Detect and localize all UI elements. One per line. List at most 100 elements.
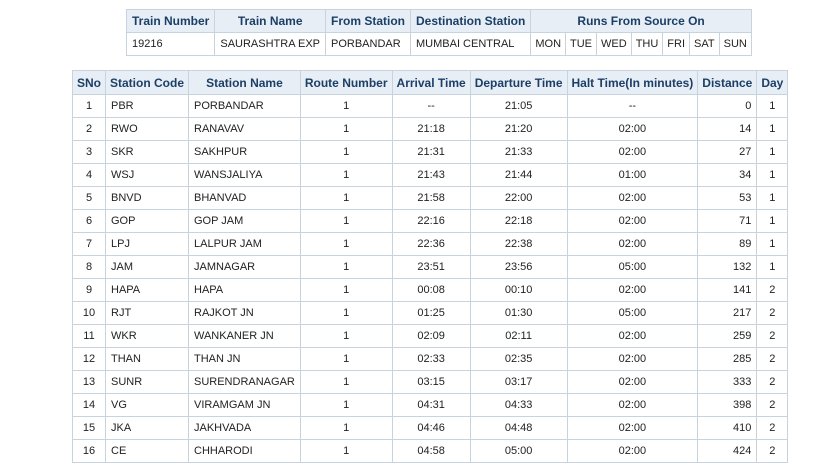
cell-departure-time: 04:48 xyxy=(469,416,568,440)
cell-day: 2 xyxy=(756,439,789,463)
cell-departure-time: 03:17 xyxy=(469,370,568,394)
cell-day: 1 xyxy=(756,117,789,141)
cell-sno: 10 xyxy=(72,301,106,325)
from-station-value: PORBANDAR xyxy=(325,32,411,56)
cell-arrival-time: 21:18 xyxy=(391,117,471,141)
cell-station-name: RAJKOT JN xyxy=(188,301,301,325)
cell-arrival-time: 23:51 xyxy=(391,255,471,279)
cell-station-name: HAPA xyxy=(188,278,301,302)
cell-arrival-time: 21:58 xyxy=(391,186,471,210)
cell-distance: 89 xyxy=(697,232,758,256)
cell-departure-time: 04:33 xyxy=(469,393,568,417)
cell-day: 1 xyxy=(756,163,789,187)
cell-station-code: SUNR xyxy=(105,370,189,394)
cell-arrival-time: -- xyxy=(391,94,471,118)
cell-station-code: THAN xyxy=(105,347,189,371)
cell-station-code: RWO xyxy=(105,117,189,141)
header-train-name: Train Name xyxy=(214,9,326,33)
cell-distance: 141 xyxy=(697,278,758,302)
cell-sno: 15 xyxy=(72,416,106,440)
cell-halt-time: 02:00 xyxy=(566,209,699,233)
destination-station-value: MUMBAI CENTRAL xyxy=(409,32,532,56)
cell-day: 1 xyxy=(756,140,789,164)
cell-distance: 27 xyxy=(697,140,758,164)
table-row: 13 SUNR SURENDRANAGAR 1 03:15 03:17 02:00 333 2 xyxy=(72,370,789,394)
table-row: 12 THAN THAN JN 1 02:33 02:35 02:00 285 2 xyxy=(72,347,789,371)
cell-distance: 259 xyxy=(697,324,758,348)
cell-station-name: BHANVAD xyxy=(188,186,301,210)
cell-day: 2 xyxy=(756,301,789,325)
cell-halt-time: 02:00 xyxy=(566,232,699,256)
cell-day: 1 xyxy=(756,94,789,118)
header-station-code: Station Code xyxy=(105,70,189,95)
run-day-fri: FRI xyxy=(662,32,691,56)
cell-sno: 1 xyxy=(72,94,106,118)
cell-sno: 7 xyxy=(72,232,106,256)
cell-halt-time: 05:00 xyxy=(566,301,699,325)
train-name-value: SAURASHTRA EXP xyxy=(214,32,326,56)
cell-distance: 132 xyxy=(697,255,758,279)
route-body: 1 PBR PORBANDAR 1 -- 21:05 -- 0 1 2 RWO RANAVAV 1 21:… xyxy=(72,94,789,463)
cell-sno: 4 xyxy=(72,163,106,187)
header-route-number: Route Number xyxy=(299,70,393,95)
cell-arrival-time: 03:15 xyxy=(391,370,471,394)
cell-station-name: VIRAMGAM JN xyxy=(188,393,301,417)
cell-day: 2 xyxy=(756,416,789,440)
cell-route-number: 1 xyxy=(299,117,393,141)
cell-distance: 34 xyxy=(697,163,758,187)
cell-sno: 6 xyxy=(72,209,106,233)
cell-station-name: RANAVAV xyxy=(188,117,301,141)
cell-departure-time: 22:00 xyxy=(469,186,568,210)
cell-station-name: WANSJALIYA xyxy=(188,163,301,187)
table-row: 4 WSJ WANSJALIYA 1 21:43 21:44 01:00 34 1 xyxy=(72,163,789,187)
cell-arrival-time: 04:46 xyxy=(391,416,471,440)
cell-halt-time: 02:00 xyxy=(566,324,699,348)
cell-departure-time: 21:05 xyxy=(469,94,568,118)
cell-route-number: 1 xyxy=(299,94,393,118)
cell-departure-time: 23:56 xyxy=(469,255,568,279)
route-table: SNo Station Code Station Name Route Numb… xyxy=(72,70,789,463)
table-row: 6 GOP GOP JAM 1 22:16 22:18 02:00 71 1 xyxy=(72,209,789,233)
cell-station-code: HAPA xyxy=(105,278,189,302)
cell-distance: 410 xyxy=(697,416,758,440)
cell-distance: 424 xyxy=(697,439,758,463)
cell-route-number: 1 xyxy=(299,140,393,164)
cell-halt-time: 05:00 xyxy=(566,255,699,279)
cell-station-code: RJT xyxy=(105,301,189,325)
cell-departure-time: 21:20 xyxy=(469,117,568,141)
table-row: 2 RWO RANAVAV 1 21:18 21:20 02:00 14 1 xyxy=(72,117,789,141)
cell-station-name: CHHARODI xyxy=(188,439,301,463)
cell-day: 1 xyxy=(756,232,789,256)
cell-station-code: CE xyxy=(105,439,189,463)
cell-station-name: GOP JAM xyxy=(188,209,301,233)
table-row: 15 JKA JAKHVADA 1 04:46 04:48 02:00 410 2 xyxy=(72,416,789,440)
cell-departure-time: 00:10 xyxy=(469,278,568,302)
run-day-sat: SAT xyxy=(689,32,720,56)
cell-route-number: 1 xyxy=(299,186,393,210)
header-station-name: Station Name xyxy=(188,70,301,95)
cell-halt-time: 02:00 xyxy=(566,439,699,463)
header-day: Day xyxy=(756,70,789,95)
cell-halt-time: 02:00 xyxy=(566,278,699,302)
cell-arrival-time: 21:31 xyxy=(391,140,471,164)
cell-sno: 14 xyxy=(72,393,106,417)
cell-sno: 13 xyxy=(72,370,106,394)
cell-route-number: 1 xyxy=(299,370,393,394)
cell-halt-time: 02:00 xyxy=(566,117,699,141)
cell-station-code: SKR xyxy=(105,140,189,164)
table-row: 14 VG VIRAMGAM JN 1 04:31 04:33 02:00 398 2 xyxy=(72,393,789,417)
cell-arrival-time: 02:09 xyxy=(391,324,471,348)
cell-arrival-time: 02:33 xyxy=(391,347,471,371)
cell-distance: 285 xyxy=(697,347,758,371)
cell-sno: 5 xyxy=(72,186,106,210)
cell-day: 1 xyxy=(756,209,789,233)
cell-station-code: WKR xyxy=(105,324,189,348)
table-row: 16 CE CHHARODI 1 04:58 05:00 02:00 424 2 xyxy=(72,439,789,463)
run-day-sun: SUN xyxy=(718,32,752,56)
cell-day: 1 xyxy=(756,186,789,210)
table-row: 1 PBR PORBANDAR 1 -- 21:05 -- 0 1 xyxy=(72,94,789,118)
cell-halt-time: -- xyxy=(566,94,699,118)
cell-departure-time: 02:35 xyxy=(469,347,568,371)
cell-station-code: WSJ xyxy=(105,163,189,187)
cell-day: 1 xyxy=(756,255,789,279)
